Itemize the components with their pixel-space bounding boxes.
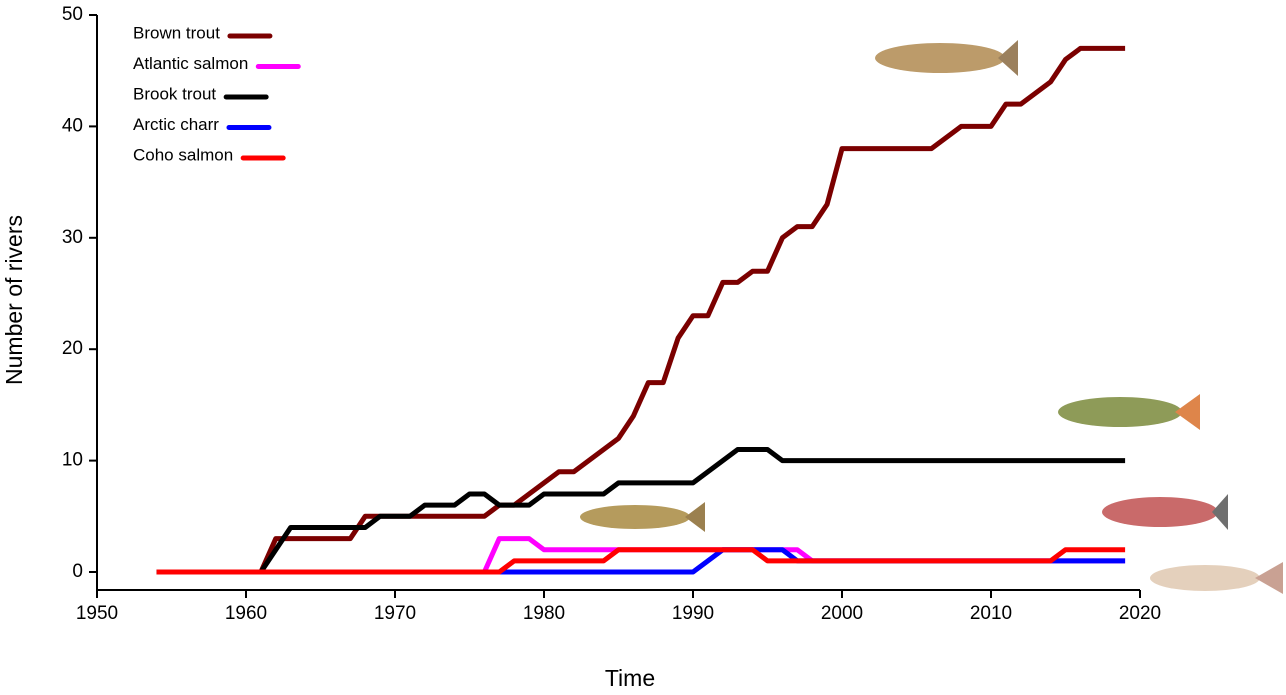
- y-tick-label: 20: [62, 338, 83, 359]
- x-tick-label: 1980: [523, 603, 565, 624]
- y-tick-label: 0: [72, 561, 83, 582]
- series-line: [156, 446, 1126, 575]
- x-tick-label: 2010: [970, 603, 1012, 624]
- x-tick-label: 1990: [672, 603, 714, 624]
- y-tick-label: 50: [62, 4, 83, 25]
- series-line: [156, 536, 1126, 575]
- legend-label: Arctic charr: [133, 115, 219, 134]
- legend: Brown trout Atlantic salmon Brook trout Arc…: [133, 23, 301, 164]
- fish-illustrations: [580, 40, 1283, 594]
- legend-label: Brook trout: [133, 84, 216, 103]
- y-tick-label: 30: [62, 227, 83, 248]
- legend-label: Atlantic salmon: [133, 54, 248, 73]
- legend-label: Coho salmon: [133, 145, 233, 164]
- y-tick-label: 40: [62, 115, 83, 136]
- x-tick-label: 2020: [1119, 603, 1161, 624]
- series-line: [156, 45, 1126, 575]
- x-tick-label: 1960: [225, 603, 267, 624]
- x-tick-label: 2000: [821, 603, 863, 624]
- x-tick-label: 1970: [374, 603, 416, 624]
- series-line: [156, 547, 1126, 575]
- x-axis-title: Time: [605, 665, 655, 691]
- y-axis-title: Number of rivers: [1, 215, 27, 385]
- y-tick-label: 10: [62, 450, 83, 471]
- legend-label: Brown trout: [133, 23, 220, 42]
- x-tick-label: 1950: [76, 603, 118, 624]
